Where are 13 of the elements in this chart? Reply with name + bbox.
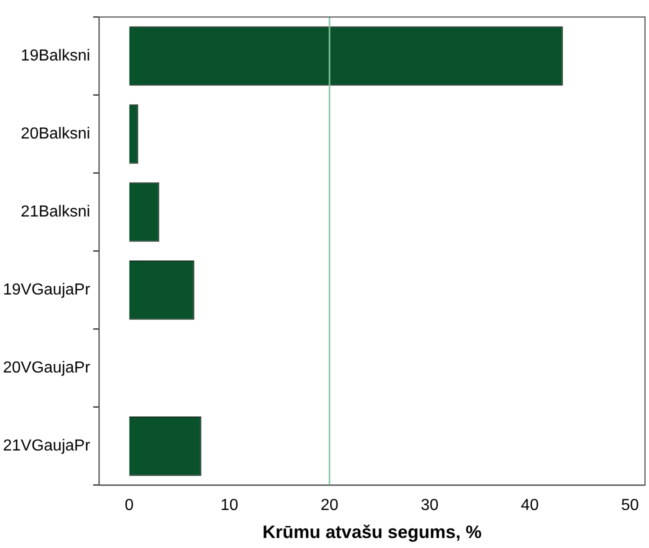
x-axis-title: Krūmu atvašu segums, % bbox=[262, 522, 482, 542]
x-tick-label: 50 bbox=[621, 497, 639, 514]
y-tick-label: 19Balksni bbox=[20, 47, 90, 64]
y-tick-label: 21VGaujaPr bbox=[2, 438, 91, 455]
y-tick-label: 20Balksni bbox=[20, 125, 90, 142]
y-tick-label: 19VGaujaPr bbox=[2, 282, 91, 299]
y-tick-label: 21Balksni bbox=[20, 203, 90, 220]
x-tick-label: 20 bbox=[320, 497, 339, 514]
x-tick-label: 40 bbox=[520, 497, 539, 514]
x-tick-label: 30 bbox=[420, 497, 439, 514]
x-tick-label: 10 bbox=[220, 497, 238, 514]
y-tick-label: 20VGaujaPr bbox=[2, 360, 91, 377]
x-tick-label: 0 bbox=[124, 497, 134, 514]
